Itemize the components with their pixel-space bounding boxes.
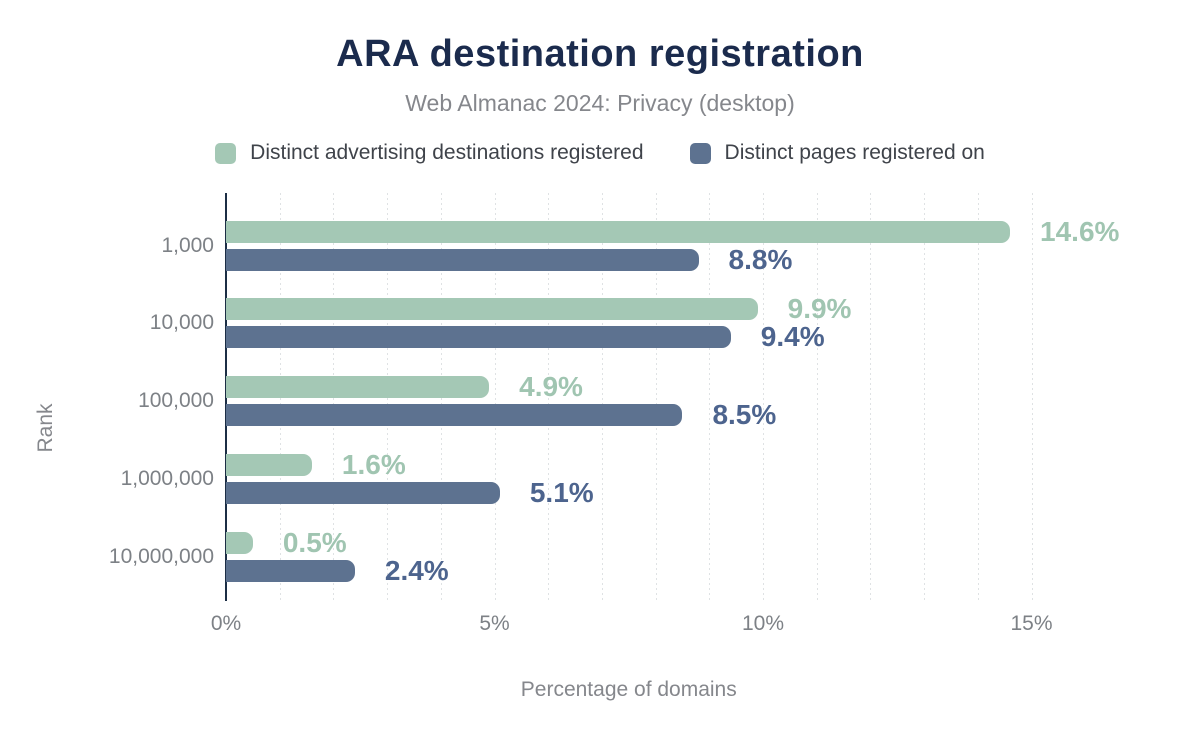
legend-item-advertising-destinations[interactable]: Distinct advertising destinations regist… [215, 141, 644, 165]
legend-label-advertising-destinations: Distinct advertising destinations regist… [250, 141, 644, 164]
gridline-6pct [548, 193, 550, 601]
bar-advertising-destinations-1000[interactable] [226, 220, 1011, 243]
legend-item-pages-registered[interactable]: Distinct pages registered on [689, 141, 985, 165]
bar-advertising-destinations-1000000[interactable] [226, 453, 312, 476]
bar-advertising-destinations-10000000[interactable] [226, 531, 253, 554]
legend-label-pages-registered: Distinct pages registered on [724, 141, 985, 164]
gridline-8pct [655, 193, 657, 601]
bar-pages-registered-10000[interactable] [226, 326, 731, 349]
category-label-10000000: 10,000,000 [108, 544, 214, 568]
bar-pages-registered-10000000[interactable] [226, 559, 355, 582]
category-label-10000: 10,000 [149, 311, 214, 335]
gridline-15pct [1031, 193, 1033, 601]
gridline-9pct [709, 193, 711, 601]
gridline-11pct [816, 193, 818, 601]
gridline-13pct [924, 193, 926, 601]
chart-title: ARA destination registration [336, 33, 864, 75]
x-axis-title: Percentage of domains [520, 678, 737, 701]
bar-advertising-destinations-10000[interactable] [226, 298, 758, 321]
legend-swatch-pages-registered [689, 142, 711, 164]
value-label-pages-registered-10000: 9.4% [760, 321, 825, 353]
bar-pages-registered-1000000[interactable] [226, 481, 500, 504]
value-label-advertising-destinations-100000: 4.9% [519, 371, 583, 403]
value-label-pages-registered-100000: 8.5% [712, 399, 777, 431]
value-label-advertising-destinations-1000: 14.6% [1040, 215, 1120, 247]
bar-advertising-destinations-100000[interactable] [226, 376, 490, 399]
value-label-pages-registered-1000000: 5.1% [529, 476, 594, 508]
gridline-5pct [494, 193, 496, 601]
gridline-12pct [870, 193, 872, 601]
value-label-pages-registered-10000000: 2.4% [384, 554, 449, 586]
chart-subtitle: Web Almanac 2024: Privacy (desktop) [405, 90, 795, 116]
bar-pages-registered-100000[interactable] [226, 404, 683, 427]
value-label-advertising-destinations-10000: 9.9% [787, 293, 852, 325]
x-tick-5pct: 5% [479, 612, 510, 635]
x-tick-10pct: 10% [741, 612, 785, 635]
gridline-7pct [601, 193, 603, 601]
legend-swatch-advertising-destinations [215, 142, 237, 164]
category-label-1000: 1,000 [161, 233, 214, 257]
y-axis-title: Rank [34, 403, 57, 453]
gridline-10pct [763, 193, 764, 601]
gridline-14pct [977, 193, 979, 601]
category-label-1000000: 1,000,000 [120, 466, 214, 490]
x-tick-15pct: 15% [1010, 612, 1053, 635]
legend: Distinct advertising destinations regist… [0, 141, 1200, 165]
bar-pages-registered-1000[interactable] [226, 248, 699, 271]
value-label-pages-registered-1000: 8.8% [728, 243, 793, 275]
x-tick-0pct: 0% [210, 612, 242, 635]
value-label-advertising-destinations-10000000: 0.5% [282, 526, 347, 558]
category-label-100000: 100,000 [138, 389, 214, 413]
value-label-advertising-destinations-1000000: 1.6% [341, 448, 406, 480]
